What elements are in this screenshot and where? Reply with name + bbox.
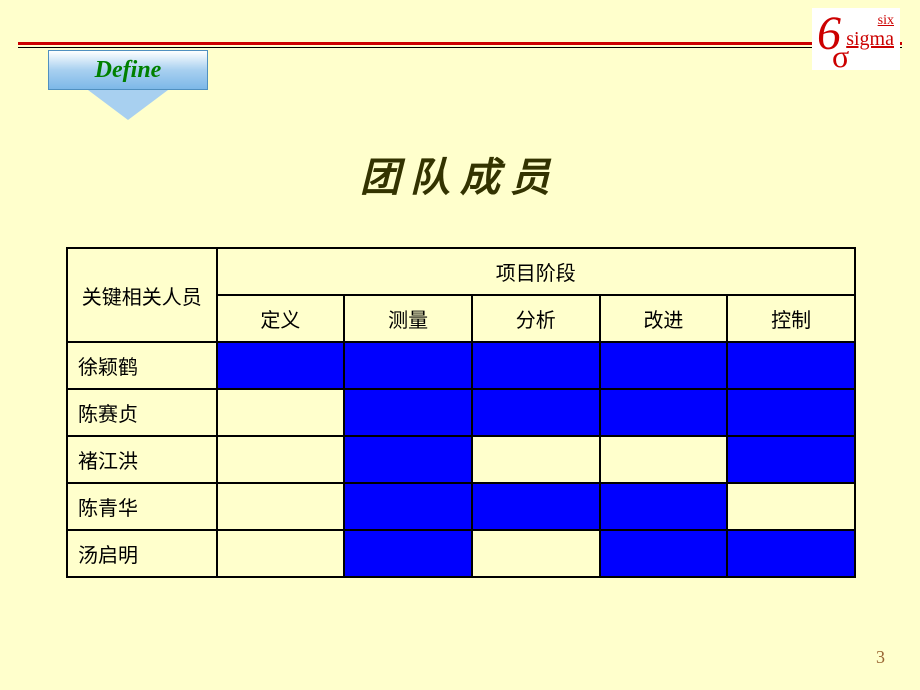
phase-cell (600, 389, 728, 436)
table-row: 陈赛贞 (67, 389, 855, 436)
phase-header-4: 控制 (727, 295, 855, 342)
phase-header-2: 分析 (472, 295, 600, 342)
phase-cell (600, 342, 728, 389)
team-members-table: 关键相关人员 项目阶段 定义 测量 分析 改进 控制 徐颖鹤 陈赛贞 褚 (66, 247, 856, 578)
phase-cell (217, 389, 345, 436)
phase-cell (727, 389, 855, 436)
phase-cell (217, 483, 345, 530)
phase-cell (344, 389, 472, 436)
phase-header-1: 测量 (344, 295, 472, 342)
phase-cell (217, 436, 345, 483)
person-name: 陈青华 (67, 483, 217, 530)
phase-cell (344, 530, 472, 577)
phase-cell (600, 436, 728, 483)
arrow-down-icon (88, 90, 168, 120)
logo-text-sigma: sigma (846, 28, 894, 51)
slide-title: 团队成员 (0, 145, 920, 203)
logo-text-six: six (878, 13, 894, 29)
phase-cell (217, 342, 345, 389)
phase-cell (472, 389, 600, 436)
phase-header-3: 改进 (600, 295, 728, 342)
header-rule-thin (18, 47, 902, 48)
logo-sigma-symbol: σ (832, 40, 849, 72)
page-number: 3 (876, 647, 885, 668)
phase-cell (727, 530, 855, 577)
person-name: 徐颖鹤 (67, 342, 217, 389)
header-phases-group: 项目阶段 (217, 248, 855, 295)
person-name: 褚江洪 (67, 436, 217, 483)
phase-cell (217, 530, 345, 577)
person-name: 陈赛贞 (67, 389, 217, 436)
phase-cell (472, 342, 600, 389)
define-label-box: Define (48, 50, 208, 90)
phase-cell (344, 483, 472, 530)
phase-cell (600, 483, 728, 530)
phase-cell (727, 483, 855, 530)
define-label-text: Define (95, 57, 162, 84)
phase-cell (727, 342, 855, 389)
phase-header-0: 定义 (217, 295, 345, 342)
phase-cell (472, 436, 600, 483)
define-phase-arrow: Define (48, 50, 208, 120)
phase-cell (344, 436, 472, 483)
six-sigma-logo: 6 six sigma σ (812, 8, 900, 70)
phase-cell (472, 483, 600, 530)
phase-cell (472, 530, 600, 577)
person-name: 汤启明 (67, 530, 217, 577)
table-row: 褚江洪 (67, 436, 855, 483)
table-row: 汤启明 (67, 530, 855, 577)
phase-cell (727, 436, 855, 483)
phase-cell (344, 342, 472, 389)
header-rule-thick (18, 42, 902, 45)
header-person: 关键相关人员 (67, 248, 217, 342)
phase-cell (600, 530, 728, 577)
table-row: 徐颖鹤 (67, 342, 855, 389)
table-row: 陈青华 (67, 483, 855, 530)
